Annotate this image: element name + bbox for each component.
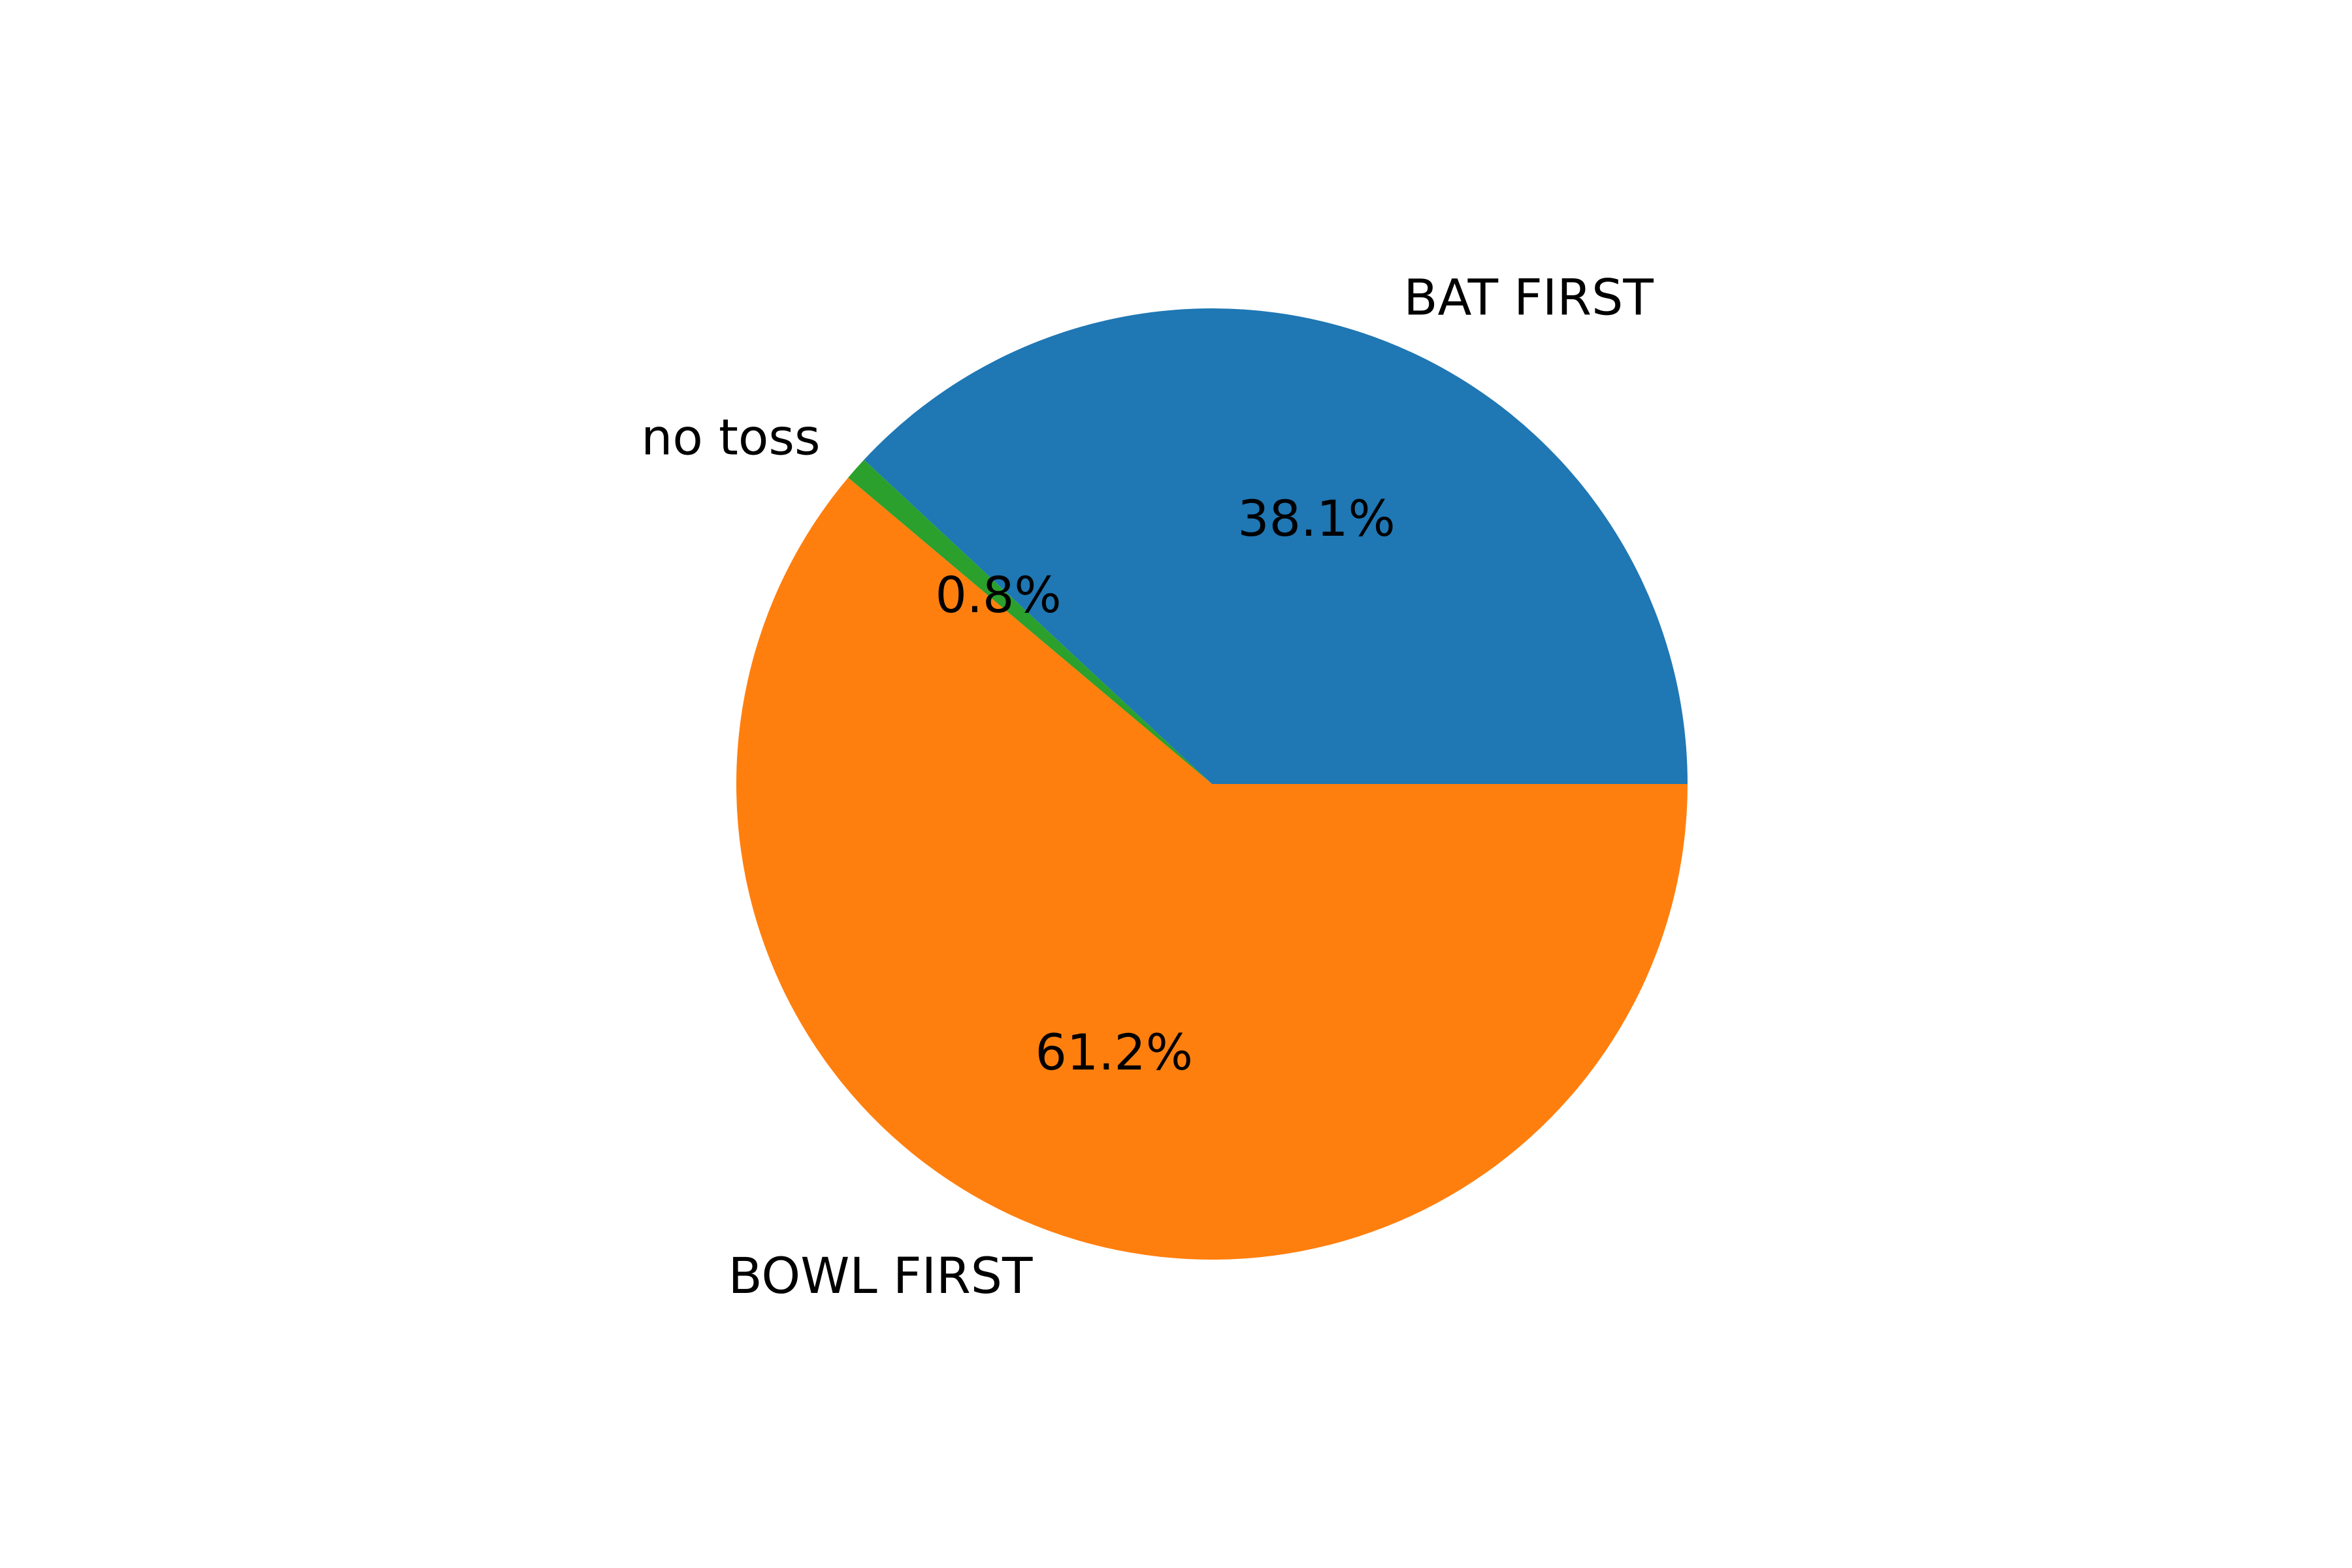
pie-slices — [736, 308, 1688, 1260]
pct-label-bat-first: 38.1% — [1237, 489, 1395, 547]
pie-slice-bowl-first — [736, 478, 1688, 1260]
pie-slice-no-toss — [848, 459, 1212, 784]
pie-slice-bat-first — [864, 308, 1688, 784]
slice-label-bat-first: BAT FIRST — [1403, 268, 1654, 326]
slice-label-bowl-first: BOWL FIRST — [728, 1247, 1033, 1305]
pie-labels: BAT FIRST 38.1% no toss 0.8% BOWL FIRST 61.2% — [641, 268, 1654, 1304]
pct-label-no-toss: 0.8% — [936, 566, 1062, 624]
slice-label-no-toss: no toss — [641, 408, 820, 466]
pct-label-bowl-first: 61.2% — [1036, 1023, 1193, 1081]
